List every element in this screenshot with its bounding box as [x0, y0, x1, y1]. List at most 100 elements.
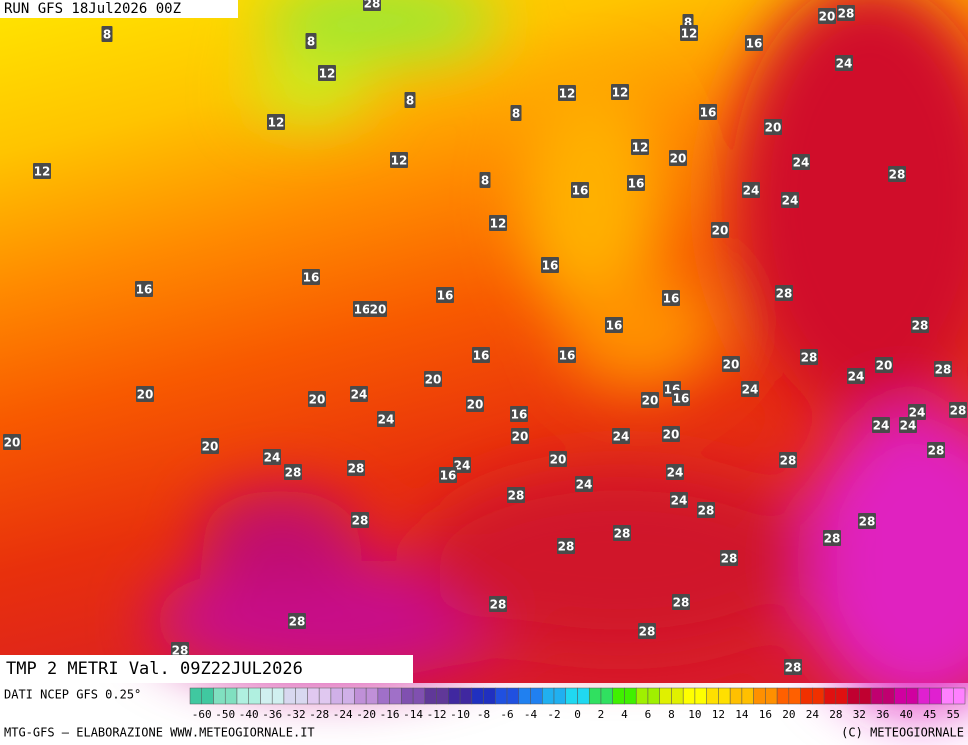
contour-label: 20	[670, 152, 687, 166]
label-box	[350, 386, 368, 402]
label-box	[605, 317, 623, 333]
label-box	[353, 301, 371, 317]
color-swatch	[776, 687, 790, 705]
color-swatch	[553, 687, 567, 705]
color-swatch	[812, 687, 825, 705]
contour-label: 24	[378, 413, 395, 427]
color-swatch	[318, 687, 332, 705]
color-swatch	[788, 687, 801, 705]
colorbar-tick-label: 8	[668, 708, 675, 721]
contour-label: 24	[793, 156, 810, 170]
label-box	[466, 396, 484, 412]
color-swatch	[307, 687, 320, 705]
map-title: TMP 2 METRI Val. 09Z22JUL2026	[6, 659, 303, 679]
label-box	[847, 368, 865, 384]
label-box	[507, 487, 525, 503]
contour-label: 28	[639, 625, 656, 639]
label-box	[672, 390, 690, 406]
contour-label: 16	[136, 283, 153, 297]
label-box	[377, 411, 395, 427]
color-swatch	[718, 687, 731, 705]
color-swatch	[459, 687, 473, 705]
contour-label: 24	[836, 57, 853, 71]
contour-label: 16	[663, 292, 680, 306]
color-swatch	[506, 687, 520, 705]
color-swatch	[201, 687, 214, 705]
contour-label: 12	[632, 141, 649, 155]
label-box	[135, 281, 153, 297]
label-box	[541, 257, 559, 273]
contour-label: 24	[671, 494, 688, 508]
label-box	[662, 426, 680, 442]
color-swatch	[894, 687, 907, 705]
colorbar-tick-label: -6	[500, 708, 513, 721]
label-box	[558, 347, 576, 363]
contour-label: 16	[437, 289, 454, 303]
label-box	[351, 512, 369, 528]
label-box	[818, 8, 836, 24]
label-box	[575, 476, 593, 492]
label-box	[720, 550, 738, 566]
label-box	[201, 438, 219, 454]
label-box	[571, 182, 589, 198]
contour-label: 20	[663, 428, 680, 442]
contour-label: 24	[848, 370, 865, 384]
colorbar-tick-label: -4	[524, 708, 538, 721]
colorbar-tick-label: 24	[806, 708, 820, 721]
label-box	[837, 5, 855, 21]
color-swatch	[412, 687, 426, 705]
contour-label: 28	[912, 319, 929, 333]
label-box	[369, 301, 387, 317]
color-swatch	[694, 687, 707, 705]
colorbar-tick-label: -14	[403, 708, 423, 721]
label-box	[284, 464, 302, 480]
color-swatch	[941, 687, 954, 705]
colorbar-tick-label: 28	[829, 708, 842, 721]
contour-label: 20	[309, 393, 326, 407]
label-box	[489, 215, 507, 231]
contour-label: 28	[935, 363, 952, 377]
color-swatch	[483, 687, 496, 705]
label-box	[662, 290, 680, 306]
contour-label: 24	[873, 419, 890, 433]
contour-label: 8	[103, 28, 111, 42]
label-box	[742, 182, 760, 198]
contour-label: 12	[612, 86, 629, 100]
contour-label: 12	[490, 217, 507, 231]
color-swatch	[671, 687, 684, 705]
contour-label: 28	[364, 0, 381, 11]
color-swatch	[741, 687, 754, 705]
contour-label: 8	[406, 94, 414, 108]
colorbar-tick-label: -2	[547, 708, 560, 721]
label-box	[3, 434, 21, 450]
contour-label: 24	[264, 451, 281, 465]
credit: MTG-GFS — ELABORAZIONE WWW.METEOGIORNALE…	[4, 726, 315, 740]
contour-label: 16	[559, 349, 576, 363]
contour-label: 8	[512, 107, 520, 121]
label-box	[927, 442, 945, 458]
run-header: RUN GFS 18Jul2026 00Z	[4, 1, 181, 17]
color-swatch	[365, 687, 379, 705]
contour-label: 20	[425, 373, 442, 387]
label-box	[858, 513, 876, 529]
label-box	[549, 451, 567, 467]
color-swatch	[859, 687, 872, 705]
label-box	[489, 596, 507, 612]
color-swatch	[906, 687, 919, 705]
label-box	[899, 417, 917, 433]
contour-label: 12	[319, 67, 336, 81]
label-box	[908, 404, 926, 420]
color-swatch	[401, 687, 414, 705]
color-swatch	[753, 687, 766, 705]
label-box	[779, 452, 797, 468]
label-box	[33, 163, 51, 179]
contour-label: 24	[743, 184, 760, 198]
color-swatch	[847, 687, 860, 705]
colorbar-tick-label: -10	[450, 708, 470, 721]
color-swatch	[542, 687, 555, 705]
contour-label: 16	[303, 271, 320, 285]
color-swatch	[389, 687, 402, 705]
label-box	[699, 104, 717, 120]
label-box	[439, 467, 457, 483]
contour-label: 16	[440, 469, 457, 483]
